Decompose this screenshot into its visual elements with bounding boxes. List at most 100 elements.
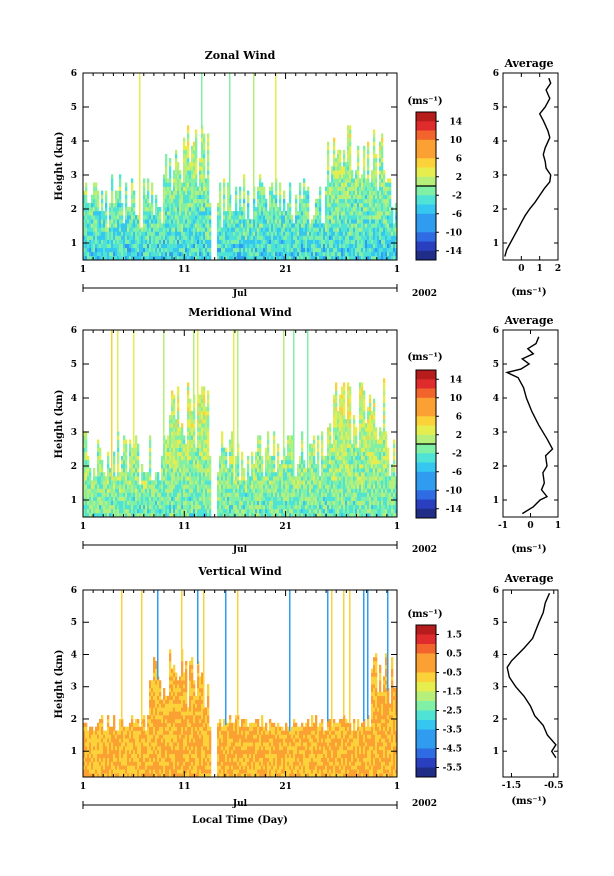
heatmap-cell	[261, 455, 264, 461]
heatmap-cell	[167, 243, 170, 249]
heatmap-cell	[209, 207, 212, 212]
heatmap-cell	[123, 251, 126, 257]
heatmap-cell	[159, 223, 162, 228]
heatmap-cell	[271, 202, 274, 208]
heatmap-cell	[117, 451, 120, 457]
heatmap-cell	[289, 194, 292, 200]
heatmap-cell	[297, 476, 300, 481]
heatmap-cell	[131, 231, 134, 236]
heatmap-cell	[301, 435, 304, 440]
heatmap-cell	[269, 235, 272, 240]
heatmap-cell	[207, 251, 210, 257]
heatmap-cell	[227, 496, 230, 501]
heatmap-cell	[325, 186, 328, 191]
heatmap-cell	[259, 239, 262, 244]
heatmap-cell	[87, 243, 90, 249]
heatmap-cell	[221, 472, 224, 477]
heatmap-cell	[383, 186, 386, 191]
heatmap-cell	[373, 174, 376, 179]
heatmap-cell	[373, 186, 376, 191]
heatmap-streak	[163, 330, 165, 439]
heatmap-cell	[283, 468, 286, 473]
heatmap-cell	[177, 459, 180, 465]
heatmap-cell	[141, 488, 144, 493]
heatmap-cell	[243, 194, 246, 200]
heatmap-cell	[341, 202, 344, 208]
heatmap-cell	[357, 239, 360, 244]
heatmap-cell	[309, 508, 312, 514]
heatmap-cell	[207, 410, 210, 416]
heatmap-cell	[395, 227, 397, 232]
heatmap-cell	[357, 255, 360, 260]
heatmap-cell	[135, 476, 138, 481]
heatmap-cell	[165, 239, 168, 244]
heatmap-cell	[191, 496, 194, 501]
heatmap-cell	[243, 239, 246, 244]
heatmap-cell	[255, 451, 258, 457]
heatmap-cell	[167, 435, 170, 440]
heatmap-cell	[193, 145, 196, 151]
heatmap-cell	[113, 231, 116, 236]
heatmap-streak	[193, 330, 195, 396]
heatmap-cell	[357, 174, 360, 179]
heatmap-cell	[359, 215, 362, 220]
heatmap-cell	[283, 231, 286, 236]
heatmap-cell	[371, 215, 374, 220]
heatmap-cell	[259, 174, 262, 179]
heatmap-cell	[231, 464, 234, 469]
heatmap-cell	[83, 198, 86, 204]
heatmap-cell	[187, 202, 190, 208]
heatmap-cell	[199, 215, 202, 220]
heatmap-cell	[191, 464, 194, 469]
heatmap-cell	[297, 496, 300, 501]
heatmap-cell	[87, 219, 90, 224]
heatmap-cell	[357, 243, 360, 249]
heatmap-cell	[109, 202, 112, 208]
heatmap-cell	[167, 512, 170, 517]
heatmap-cell	[233, 243, 236, 249]
heatmap-cell	[197, 504, 200, 510]
heatmap-cell	[275, 182, 278, 187]
heatmap-cell	[389, 239, 392, 244]
heatmap-cell	[173, 476, 176, 481]
heatmap-streak	[253, 73, 255, 191]
heatmap-cell	[219, 255, 222, 260]
heatmap-cell	[259, 512, 262, 517]
heatmap-cell	[349, 149, 352, 155]
heatmap-cell	[285, 492, 288, 497]
heatmap-cell	[109, 480, 112, 485]
heatmap-cell	[119, 219, 122, 224]
heatmap-cell	[339, 158, 342, 163]
heatmap-cell	[347, 129, 350, 134]
heatmap-cell	[347, 158, 350, 163]
heatmap-cell	[279, 219, 282, 224]
heatmap-cell	[233, 219, 236, 224]
heatmap-cell	[327, 247, 330, 253]
heatmap-cell	[347, 239, 350, 244]
heatmap-cell	[369, 207, 372, 212]
heatmap-cell	[117, 202, 120, 208]
heatmap-cell	[187, 145, 190, 151]
heatmap-cell	[369, 247, 372, 253]
heatmap-cell	[325, 215, 328, 220]
heatmap-cell	[281, 227, 284, 232]
colorbar-tick-label: -2	[452, 191, 462, 201]
heatmap-cell	[127, 500, 130, 506]
heatmap-cell	[241, 235, 244, 240]
heatmap-cell	[267, 255, 270, 260]
heatmap-cell	[165, 219, 168, 224]
heatmap-cell	[265, 198, 268, 204]
colorbar-swatch	[416, 232, 436, 242]
heatmap-cell	[391, 235, 394, 240]
heatmap-cell	[339, 223, 342, 228]
heatmap-cell	[121, 464, 124, 469]
heatmap-cell	[289, 202, 292, 208]
heatmap-cell	[327, 235, 330, 240]
heatmap-cell	[163, 207, 166, 212]
heatmap-cell	[113, 512, 116, 517]
heatmap-cell	[83, 447, 86, 452]
heatmap-cell	[255, 223, 258, 228]
heatmap-cell	[283, 500, 286, 506]
heatmap-cell	[87, 472, 90, 477]
heatmap-cell	[133, 508, 136, 514]
